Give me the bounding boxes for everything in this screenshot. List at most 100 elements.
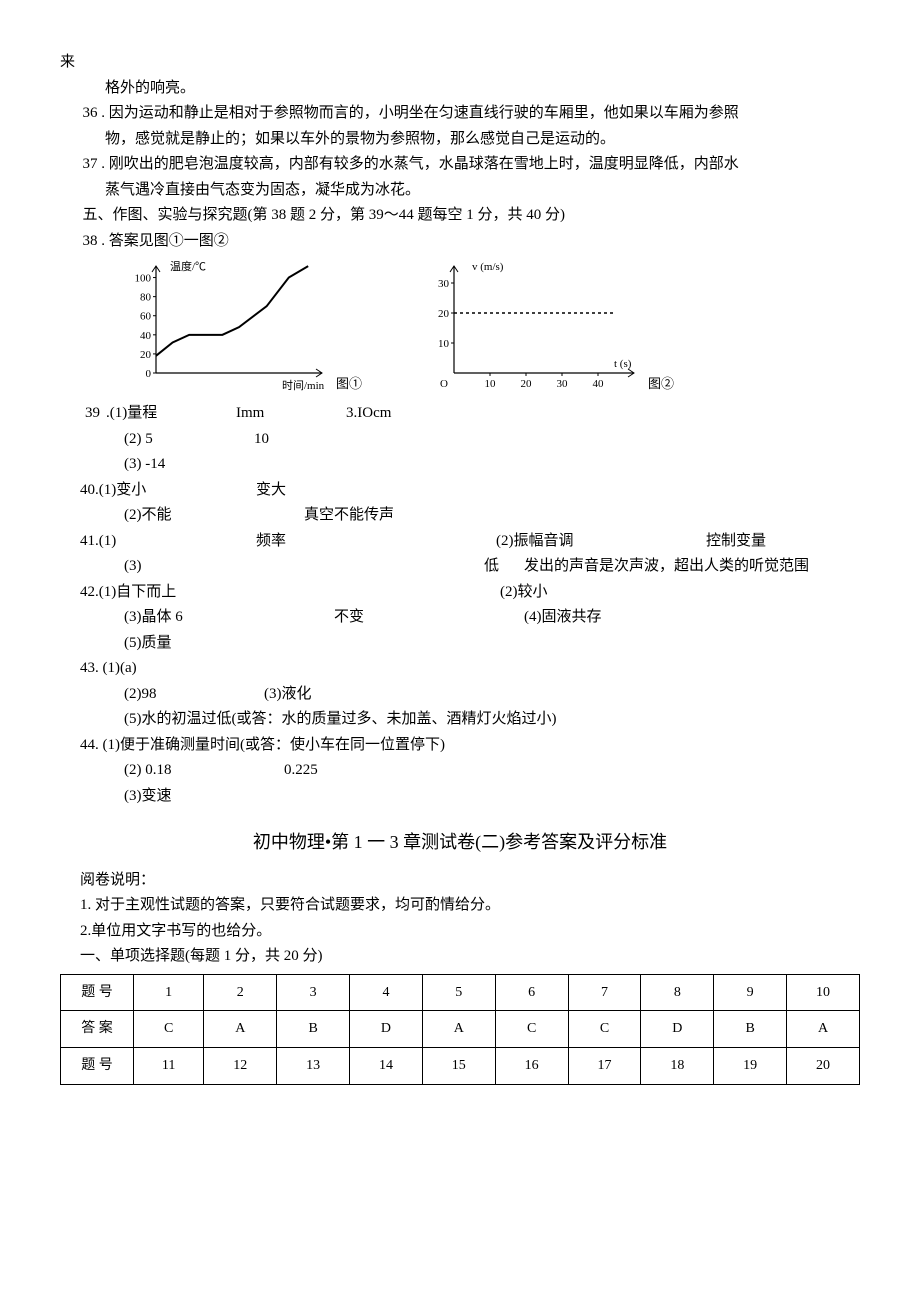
q38: 38 . 答案见图①一图②	[60, 229, 860, 255]
chart2-caption: 图②	[648, 373, 674, 395]
svg-text:60: 60	[140, 311, 152, 323]
q39-2a: (2) 5	[106, 427, 254, 453]
q39-3a: (3) -14	[106, 452, 165, 478]
table-cell: 19	[714, 1048, 787, 1085]
svg-text:40: 40	[593, 378, 605, 390]
q37-line1: 37 . 刚吹出的肥皂泡温度较高，内部有较多的水蒸气，水晶球落在雪地上时，温度明…	[60, 152, 860, 178]
q41-1a: 41.(1)	[60, 529, 256, 555]
svg-text:40: 40	[140, 330, 152, 342]
section5-heading: 五、作图、实验与探究题(第 38 题 2 分，第 39～44 题每空 1 分，共…	[60, 203, 860, 229]
notes-1: 阅卷说明：	[60, 868, 860, 894]
q42-2b: 不变	[334, 605, 524, 631]
chart1-wrap: 020406080100温度/℃时间/min 图①	[120, 260, 362, 395]
svg-text:20: 20	[438, 308, 450, 320]
q43-3: (5)水的初温过低(或答：水的质量过多、未加盖、酒精灯火焰过小)	[60, 707, 860, 733]
svg-text:30: 30	[557, 378, 569, 390]
table-cell: D	[641, 1011, 714, 1048]
q44-2: (2) 0.18 0.225	[60, 758, 860, 784]
table-cell: 15	[422, 1048, 495, 1085]
table-cell: 3	[277, 974, 350, 1011]
notes-3: 2.单位用文字书写的也给分。	[60, 919, 860, 945]
svg-text:时间/min: 时间/min	[282, 379, 325, 392]
q44-3: (3)变速	[60, 784, 860, 810]
q39-1: 39 .(1)量程 Imm 3.IOcm	[60, 401, 860, 427]
q39-1a: .(1)量程	[106, 401, 236, 427]
q41-2b: 低	[484, 554, 524, 580]
svg-text:30: 30	[438, 278, 450, 290]
table-cell: 1	[134, 974, 204, 1011]
table-cell: 13	[277, 1048, 350, 1085]
charts-row: 020406080100温度/℃时间/min 图① 10203010203040…	[120, 260, 860, 395]
table-row-label: 题 号	[61, 1048, 134, 1085]
q43-2b: (3)液化	[264, 682, 312, 708]
chart1-svg: 020406080100温度/℃时间/min	[120, 260, 330, 395]
q42-1: 42.(1)自下而上 (2)较小	[60, 580, 860, 606]
q39-1b: Imm	[236, 401, 346, 427]
svg-text:v (m/s): v (m/s)	[472, 261, 504, 273]
table-cell: 18	[641, 1048, 714, 1085]
q36-line1: 36 . 因为运动和静止是相对于参照物而言的，小明坐在匀速直线行驶的车厢里，他如…	[60, 101, 860, 127]
q43-1: 43. (1)(a)	[60, 656, 860, 682]
table-cell: A	[204, 1011, 277, 1048]
table-cell: A	[787, 1011, 860, 1048]
table-cell: C	[568, 1011, 641, 1048]
svg-text:O: O	[440, 378, 448, 390]
q41-1d: 控制变量	[706, 529, 766, 555]
q40-1b: 变大	[256, 478, 286, 504]
table-cell: D	[350, 1011, 423, 1048]
table-cell: B	[714, 1011, 787, 1048]
q39-2: (2) 5 10	[60, 427, 860, 453]
q42-1a: 42.(1)自下而上	[60, 580, 500, 606]
svg-text:100: 100	[135, 273, 152, 285]
q42-2c: (4)固液共存	[524, 605, 602, 631]
table-cell: 14	[350, 1048, 423, 1085]
q42-2a: (3)晶体 6	[60, 605, 334, 631]
svg-text:0: 0	[146, 368, 152, 380]
table-cell: 16	[495, 1048, 568, 1085]
table-row-label: 题 号	[61, 974, 134, 1011]
table-cell: B	[277, 1011, 350, 1048]
table-cell: 17	[568, 1048, 641, 1085]
q44-1: 44. (1)便于准确测量时间(或答：使小车在同一位置停下)	[60, 733, 860, 759]
q42-3a: (5)质量	[60, 631, 172, 657]
q39-2b: 10	[254, 427, 269, 453]
q41-2c: 发出的声音是次声波，超出人类的听觉范围	[524, 554, 809, 580]
svg-text:t (s): t (s)	[614, 358, 632, 370]
q42-1b: (2)较小	[500, 580, 548, 606]
q40-2a: (2)不能	[60, 503, 304, 529]
q40-1: 40.(1)变小 变大	[60, 478, 860, 504]
q35-cont-a: 来	[60, 50, 860, 76]
q41-1: 41.(1) 频率 (2)振幅音调 控制变量	[60, 529, 860, 555]
q36-line2: 物，感觉就是静止的；如果以车外的景物为参照物，那么感觉自己是运动的。	[60, 127, 860, 153]
chart2-svg: 10203010203040Ov (m/s)t (s)	[422, 260, 642, 395]
q44-2a: (2) 0.18	[60, 758, 284, 784]
table-cell: C	[495, 1011, 568, 1048]
q37-line2: 蒸气遇冷直接由气态变为固态，凝华成为冰花。	[60, 178, 860, 204]
q35-cont-b: 格外的响亮。	[60, 76, 860, 102]
table-cell: 2	[204, 974, 277, 1011]
q41-1b: 频率	[256, 529, 496, 555]
svg-text:20: 20	[140, 349, 152, 361]
q39-1c: 3.IOcm	[346, 401, 391, 427]
chart1-caption: 图①	[336, 373, 362, 395]
chart2-wrap: 10203010203040Ov (m/s)t (s) 图②	[422, 260, 674, 395]
q40-2b: 真空不能传声	[304, 503, 394, 529]
title2: 初中物理•第 1 一 3 章测试卷(二)参考答案及评分标准	[60, 827, 860, 858]
q43-2a: (2)98	[60, 682, 264, 708]
table-cell: 20	[787, 1048, 860, 1085]
q40-1a: 40.(1)变小	[60, 478, 256, 504]
table-cell: 10	[787, 974, 860, 1011]
q39-num: 39	[60, 401, 100, 427]
q44-2b: 0.225	[284, 758, 318, 784]
table-cell: 11	[134, 1048, 204, 1085]
notes-4: 一、单项选择题(每题 1 分，共 20 分)	[60, 944, 860, 970]
table-cell: A	[422, 1011, 495, 1048]
table-cell: 12	[204, 1048, 277, 1085]
q41-2: (3) 低 发出的声音是次声波，超出人类的听觉范围	[60, 554, 860, 580]
table-row-label: 答 案	[61, 1011, 134, 1048]
q41-1c: (2)振幅音调	[496, 529, 706, 555]
table-cell: 8	[641, 974, 714, 1011]
svg-text:80: 80	[140, 292, 152, 304]
table-cell: 6	[495, 974, 568, 1011]
q42-3: (5)质量	[60, 631, 860, 657]
